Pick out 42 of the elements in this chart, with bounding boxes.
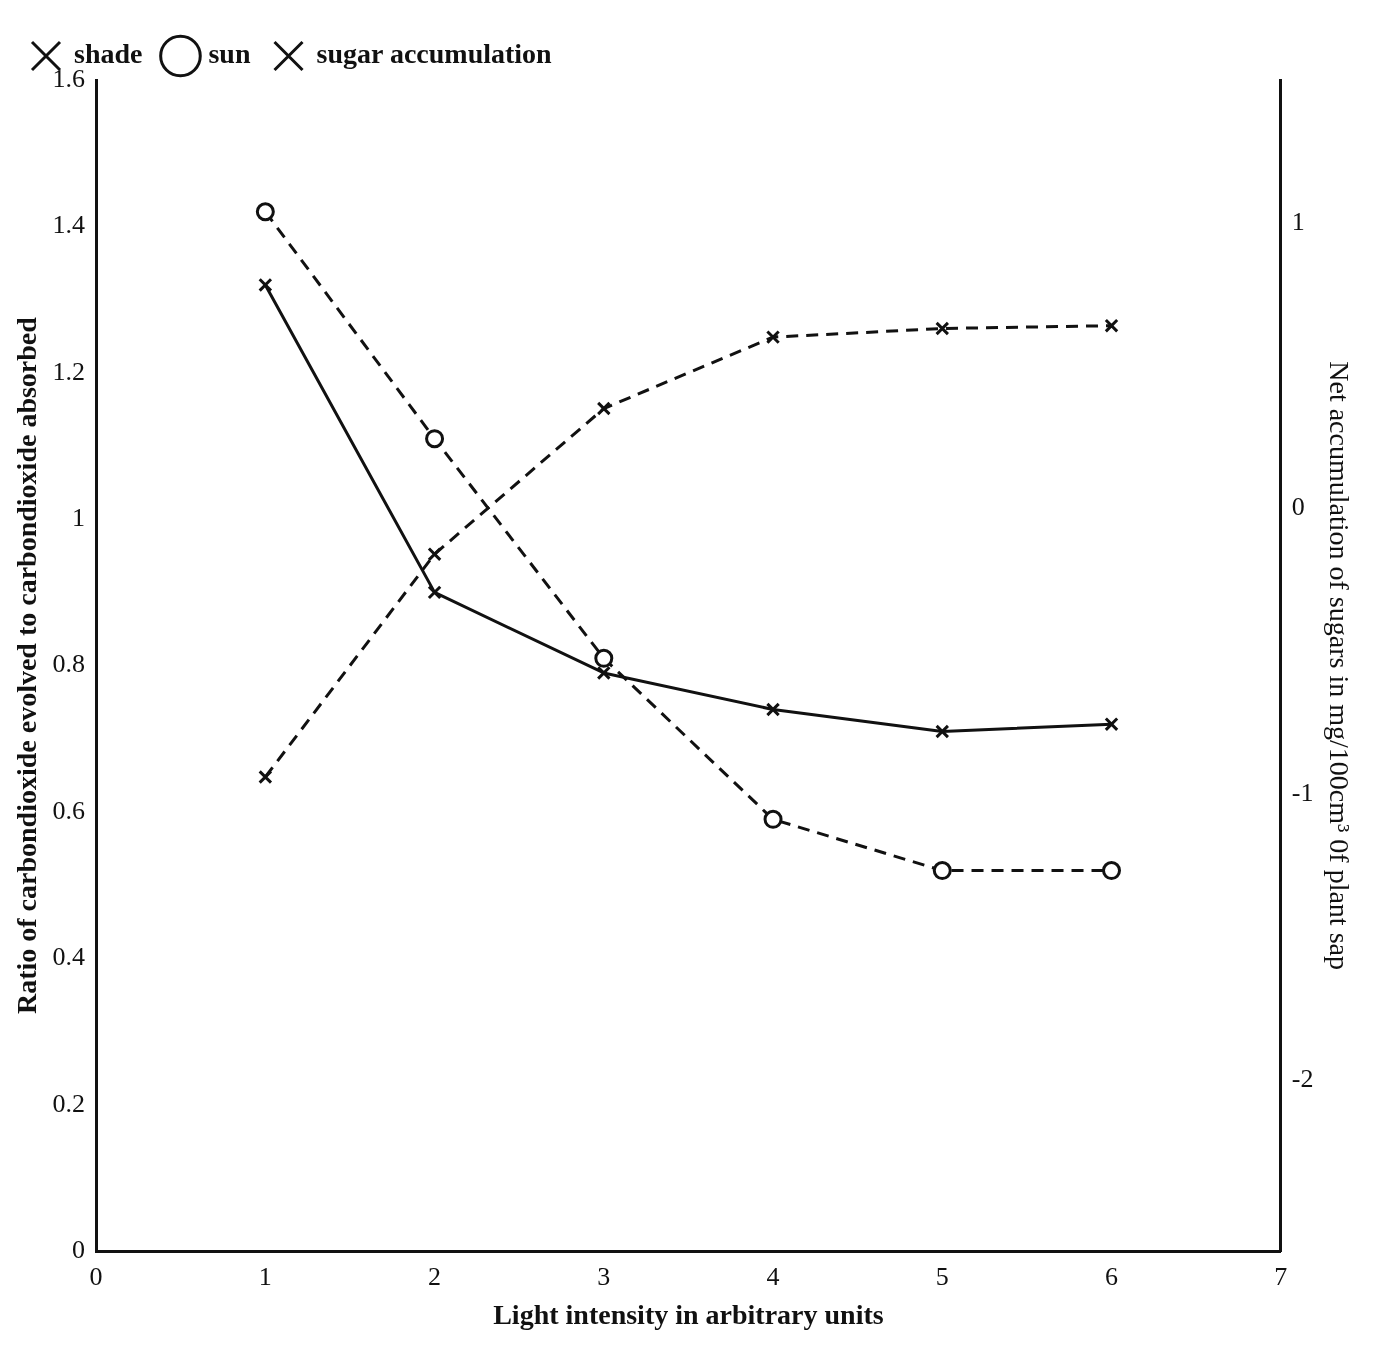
point — [255, 202, 275, 222]
y-tick-label: 0.4 — [52, 942, 86, 972]
x-tick-label: 6 — [1105, 1261, 1119, 1291]
x-tick-label: 2 — [428, 1261, 442, 1291]
x-axis-title: Light intensity in arbitrary units — [493, 1299, 884, 1331]
point — [763, 809, 783, 829]
point — [596, 665, 611, 681]
legend-label: sun — [208, 38, 251, 70]
y2-tick-label: 0 — [1291, 492, 1305, 522]
y-tick-label: 1.4 — [52, 210, 86, 240]
x-tick-label: 7 — [1274, 1261, 1288, 1291]
y-tick-label: 1.2 — [52, 356, 86, 386]
y2-tick-label: -1 — [1291, 777, 1314, 807]
x-tick-label: 3 — [597, 1261, 611, 1291]
point — [594, 648, 614, 668]
point — [258, 277, 273, 293]
y-tick-label: 0.2 — [52, 1088, 86, 1118]
x-tick-label: 4 — [766, 1261, 780, 1291]
point — [258, 769, 273, 785]
x-tick-label: 5 — [935, 1261, 949, 1291]
y-tick-label: 0 — [72, 1235, 86, 1265]
y2-tick-label: -2 — [1291, 1063, 1314, 1093]
point — [427, 547, 442, 562]
point — [765, 702, 781, 717]
y-tick-label: 0.8 — [52, 649, 86, 679]
point — [1102, 861, 1122, 881]
point — [765, 329, 781, 345]
point — [1104, 318, 1119, 333]
legend-label: sugar accumulation — [316, 38, 553, 70]
y-tick-label: 0.6 — [52, 795, 86, 825]
y-tick-label: 1 — [72, 503, 86, 533]
y-axis-title: Ratio of carbondioxide evolved to carbondioxide absorbed — [11, 316, 43, 1015]
point — [935, 321, 950, 336]
point — [1104, 717, 1119, 732]
point — [935, 724, 950, 739]
point — [425, 429, 445, 449]
point — [427, 585, 442, 600]
point — [932, 861, 952, 881]
point — [596, 401, 611, 416]
y2-tick-label: 1 — [1291, 206, 1305, 236]
x-tick-label: 1 — [258, 1261, 272, 1291]
y2-axis-title: Net accumulation of sugars in mg/100cm³ 0f plant sap — [1323, 361, 1355, 970]
